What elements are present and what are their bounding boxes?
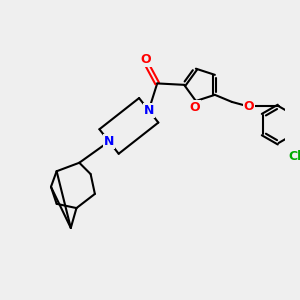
Text: Cl: Cl [288,150,300,163]
Text: O: O [244,100,254,113]
Text: N: N [104,135,114,148]
Text: O: O [189,101,200,114]
Text: O: O [141,53,151,66]
Text: N: N [143,104,154,117]
